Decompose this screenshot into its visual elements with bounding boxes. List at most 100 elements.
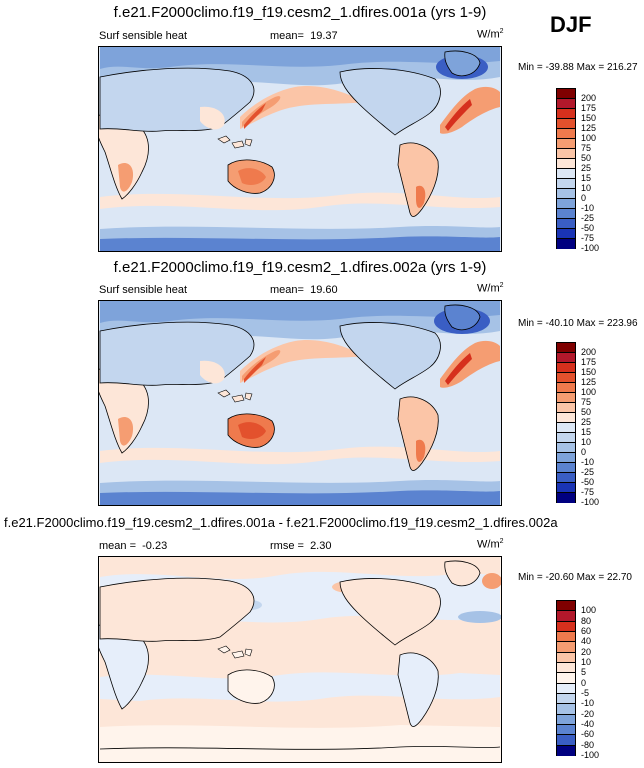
- colorbar-tick-label: 15: [581, 173, 592, 183]
- panel-3-rmse: rmse = 2.30: [270, 540, 331, 552]
- colorbar-swatch: [556, 372, 576, 383]
- colorbar-tick-label: 0: [581, 193, 587, 203]
- panel-1-minmax: Min = -39.88 Max = 216.27: [518, 62, 638, 73]
- panel-3-title: f.e21.F2000climo.f19_f19.cesm2_1.dfires.…: [4, 515, 558, 530]
- colorbar-swatch: [556, 128, 576, 139]
- colorbar-tick-label: -60: [581, 729, 595, 740]
- panel-3-units-sup: 2: [499, 538, 504, 545]
- colorbar-swatch: [556, 108, 576, 119]
- colorbar-tick-label: 20: [581, 646, 592, 657]
- colorbar-swatch: [556, 98, 576, 109]
- colorbar-tick-label: 0: [581, 677, 587, 688]
- panel-1-units: W/m2: [477, 28, 504, 41]
- panel-1-min-value: -39.88: [545, 62, 574, 73]
- panel-1-units-text: W/m: [477, 28, 500, 41]
- colorbar-tick-label: 50: [581, 407, 592, 417]
- panel-3-rmse-label: rmse =: [270, 540, 304, 552]
- panel-2-colorbar: 200 175 150 125 100 75 50 25 15 10 0 -10 -25 -50 -75 -1…: [556, 342, 616, 507]
- colorbar-tick-label: 125: [581, 123, 597, 133]
- colorbar-tick-label: -100: [581, 497, 600, 507]
- colorbar-swatch: [556, 452, 576, 463]
- colorbar-swatch: [556, 362, 576, 373]
- colorbar-swatch: [556, 188, 576, 199]
- colorbar-swatch: [556, 472, 576, 483]
- panel-2-units-text: W/m: [477, 282, 500, 295]
- panel-3-max-label: Max =: [576, 572, 605, 583]
- colorbar-tick-label: 100: [581, 387, 597, 397]
- colorbar-swatch: [556, 208, 576, 219]
- colorbar-swatch: [556, 492, 576, 503]
- panel-1-units-sup: 2: [499, 28, 504, 35]
- season-label: DJF: [550, 12, 592, 37]
- colorbar-swatch: [556, 631, 576, 643]
- colorbar-swatch: [556, 744, 576, 756]
- colorbar-swatch: [556, 703, 576, 715]
- panel-1-max-value: 216.27: [606, 62, 638, 73]
- panel-3-colorbar: 100 80 60 40 20 10 5 0 -5 -10 -20 -40 -60 -80 -100: [556, 600, 616, 760]
- colorbar-tick-label: -10: [581, 203, 595, 213]
- colorbar-tick-label: -50: [581, 477, 595, 487]
- panel-3-mean: mean = -0.23: [99, 540, 167, 552]
- panel-1-variable: Surf sensible heat: [99, 30, 188, 42]
- colorbar-tick-label: -10: [581, 457, 595, 467]
- panel-2-mean-label: mean=: [270, 284, 304, 296]
- panel-1-mean-value: 19.37: [310, 30, 338, 42]
- panel-2-map-svg: [99, 301, 500, 505]
- colorbar-tick-label: 100: [581, 605, 597, 616]
- colorbar-tick-label: 10: [581, 183, 592, 193]
- colorbar-tick-label: 150: [581, 113, 597, 123]
- colorbar-swatch: [556, 610, 576, 622]
- panel-1-title: f.e21.F2000climo.f19_f19.cesm2_1.dfires.…: [113, 4, 487, 21]
- panel-1-mean: mean= 19.37: [270, 30, 338, 42]
- colorbar-swatch: [556, 442, 576, 453]
- colorbar-swatch: [556, 352, 576, 363]
- colorbar-tick-label: 80: [581, 615, 592, 626]
- panel-3-units: W/m2: [477, 538, 504, 551]
- panel-1-min-label: Min =: [518, 62, 543, 73]
- colorbar-tick-label: -20: [581, 708, 595, 719]
- panel-2-minmax: Min = -40.10 Max = 223.96: [518, 318, 638, 329]
- colorbar-tick-label: 25: [581, 163, 592, 173]
- colorbar-tick-label: 100: [581, 133, 597, 143]
- panel-3-units-text: W/m: [477, 538, 500, 551]
- panel-2-units: W/m2: [477, 282, 504, 295]
- colorbar-tick-label: 175: [581, 103, 597, 113]
- colorbar-tick-label: -10: [581, 698, 595, 709]
- colorbar-swatch: [556, 412, 576, 423]
- colorbar-swatch: [556, 482, 576, 493]
- panel-3-min-label: Min =: [518, 572, 543, 583]
- colorbar-tick-label: -80: [581, 739, 595, 750]
- colorbar-swatch: [556, 238, 576, 249]
- panel-3-minmax: Min = -20.60 Max = 22.70: [518, 572, 632, 583]
- panel-2-max-label: Max =: [576, 318, 605, 329]
- colorbar-tick-label: -100: [581, 243, 600, 253]
- colorbar-swatch: [556, 88, 576, 99]
- colorbar-tick-label: 75: [581, 143, 592, 153]
- colorbar-tick-label: -100: [581, 750, 600, 760]
- panel-2-max-value: 223.96: [606, 318, 638, 329]
- colorbar-tick-label: 175: [581, 357, 597, 367]
- colorbar-swatch: [556, 198, 576, 209]
- panel-3-map-svg: [99, 557, 501, 762]
- colorbar-swatch: [556, 734, 576, 746]
- colorbar-swatch: [556, 432, 576, 443]
- colorbar-tick-label: -25: [581, 467, 595, 477]
- colorbar-tick-label: 50: [581, 153, 592, 163]
- colorbar-swatch: [556, 662, 576, 674]
- panel-2-map: [98, 300, 502, 506]
- colorbar-tick-label: -75: [581, 233, 595, 243]
- colorbar-tick-label: 0: [581, 447, 587, 457]
- panel-2-mean: mean= 19.60: [270, 284, 338, 296]
- colorbar-swatch: [556, 724, 576, 736]
- colorbar-tick-label: 60: [581, 626, 592, 636]
- colorbar-swatch: [556, 462, 576, 473]
- colorbar-swatch: [556, 620, 576, 632]
- colorbar-tick-label: -5: [581, 688, 590, 698]
- panel-2-min-value: -40.10: [545, 318, 574, 329]
- panel-3-max-value: 22.70: [606, 572, 632, 583]
- panel-3-mean-value: -0.23: [142, 540, 168, 552]
- colorbar-swatch: [556, 168, 576, 179]
- colorbar-tick-label: -25: [581, 213, 595, 223]
- panel-2-mean-value: 19.60: [310, 284, 338, 296]
- colorbar-swatch: [556, 392, 576, 403]
